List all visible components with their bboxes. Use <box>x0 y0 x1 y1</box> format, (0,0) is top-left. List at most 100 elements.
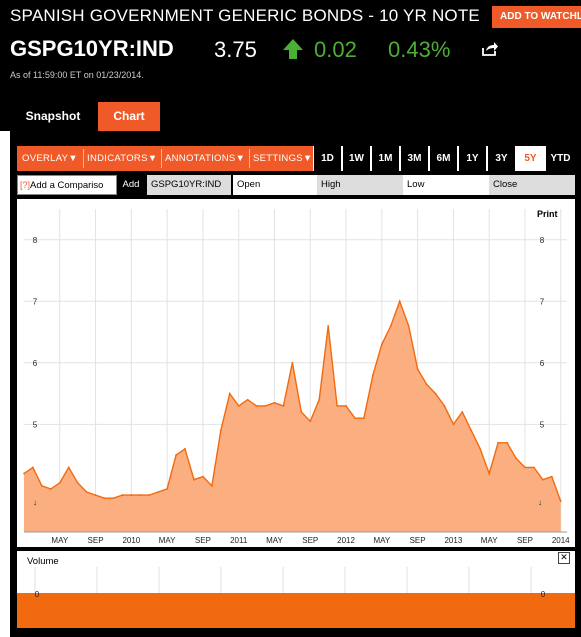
y-tick-label-right: 6 <box>540 359 545 368</box>
data-point <box>202 475 204 478</box>
x-tick-label: 2011 <box>230 536 248 545</box>
data-point <box>497 441 500 444</box>
help-icon[interactable]: [?] <box>20 180 31 190</box>
data-point <box>49 488 52 490</box>
data-point <box>318 398 321 401</box>
data-point <box>533 466 535 469</box>
data-point <box>515 457 517 460</box>
data-point <box>130 494 133 496</box>
x-tick-label: 2012 <box>337 536 355 545</box>
settings-menu[interactable]: SETTINGS▼ <box>253 146 313 171</box>
caret-down-icon: ▼ <box>147 153 158 164</box>
data-point <box>398 300 401 303</box>
overlay-menu-label: OVERLAY <box>22 153 69 164</box>
data-point <box>228 392 231 395</box>
range-5y-button[interactable]: 5Y <box>517 146 544 171</box>
x-tick-label: SEP <box>88 536 104 545</box>
y-tick-label-left: 5 <box>33 420 38 429</box>
data-point <box>58 481 61 484</box>
data-point <box>425 383 428 386</box>
tab-snapshot[interactable]: Snapshot <box>10 102 96 131</box>
last-price: 3.75 <box>214 37 257 62</box>
chart-toolbar: OVERLAY▼ INDICATORS▼ ANNOTATIONS▼ SETTIN… <box>17 146 575 171</box>
data-point <box>479 448 482 450</box>
menu-divider <box>83 149 84 168</box>
caret-down-icon: ▼ <box>68 153 78 164</box>
high-field: High <box>317 175 403 195</box>
tab-chart[interactable]: Chart <box>98 102 160 131</box>
annotations-menu-label: ANNOTATIONS <box>165 153 236 164</box>
range-1w-button[interactable]: 1W <box>343 146 370 171</box>
x-tick-label: MAY <box>481 536 498 545</box>
data-point <box>67 466 70 469</box>
dropdown-bar: OVERLAY▼ INDICATORS▼ ANNOTATIONS▼ SETTIN… <box>17 146 313 171</box>
data-point <box>193 478 195 481</box>
data-point <box>291 361 294 364</box>
volume-tick-left: 0 <box>35 590 40 599</box>
low-field: Low <box>403 175 489 195</box>
data-point <box>76 481 79 484</box>
y-tick-label-left: 8 <box>33 236 38 245</box>
ticker-symbol: GSPG10YR:IND <box>10 36 174 61</box>
data-point <box>175 454 177 456</box>
data-point <box>309 420 312 423</box>
share-icon[interactable] <box>481 41 499 57</box>
as-of-timestamp: As of 11:59:00 ET on 01/23/2014. <box>10 70 144 80</box>
y-tick-label-right: 8 <box>540 236 545 245</box>
x-tick-label: SEP <box>410 536 426 545</box>
range-3m-button[interactable]: 3M <box>401 146 428 171</box>
data-point <box>434 392 437 395</box>
data-point <box>157 491 160 493</box>
caret-down-icon: ▼ <box>302 153 313 164</box>
open-field: Open <box>233 175 317 195</box>
left-scroll-marker-icon: ↓ <box>33 498 37 507</box>
data-point <box>139 494 142 496</box>
data-point <box>103 497 106 500</box>
menu-divider <box>249 149 250 168</box>
menu-divider <box>161 149 162 168</box>
range-1d-button[interactable]: 1D <box>314 146 341 171</box>
data-point <box>506 441 508 444</box>
range-1m-button[interactable]: 1M <box>372 146 399 171</box>
close-volume-icon[interactable]: ✕ <box>558 552 570 564</box>
data-point <box>327 324 330 327</box>
y-tick-label-right: 7 <box>540 297 545 306</box>
help-icon-glyph: ? <box>22 180 28 190</box>
data-point <box>345 404 347 407</box>
symbol-chip: GSPG10YR:IND <box>147 175 231 195</box>
compare-input-placeholder: Add a Compariso <box>30 180 104 191</box>
print-link[interactable]: Print <box>537 209 558 219</box>
compare-input[interactable]: [?]Add a Compariso <box>17 175 117 195</box>
data-point <box>524 466 526 469</box>
range-1y-button[interactable]: 1Y <box>459 146 486 171</box>
data-point <box>416 368 419 370</box>
data-point <box>443 404 446 407</box>
data-point <box>407 324 410 327</box>
annotations-menu[interactable]: ANNOTATIONS▼ <box>165 146 245 171</box>
indicators-menu[interactable]: INDICATORS▼ <box>87 146 157 171</box>
overlay-menu[interactable]: OVERLAY▼ <box>22 146 78 171</box>
add-to-watchlist-button[interactable]: ADD TO WATCHLIST <box>492 6 581 28</box>
x-tick-label: SEP <box>517 536 533 545</box>
settings-menu-label: SETTINGS <box>253 153 303 164</box>
range-6m-button[interactable]: 6M <box>430 146 457 171</box>
x-tick-label: 2014 <box>552 536 570 545</box>
data-point <box>264 404 267 407</box>
add-compare-button[interactable]: Add <box>119 175 143 195</box>
volume-bar <box>17 593 575 628</box>
volume-label: Volume <box>27 556 59 567</box>
series-area <box>24 301 561 532</box>
up-arrow-icon <box>283 39 303 59</box>
x-tick-label: SEP <box>302 536 318 545</box>
close-field: Close <box>489 175 575 195</box>
y-tick-label-left: 7 <box>33 297 38 306</box>
range-ytd-button[interactable]: YTD <box>546 146 575 171</box>
data-point <box>488 472 491 475</box>
data-point <box>121 494 124 496</box>
data-point <box>210 484 213 487</box>
x-tick-label: 2010 <box>122 536 140 545</box>
data-point <box>94 494 97 496</box>
range-3y-button[interactable]: 3Y <box>488 146 515 171</box>
data-point <box>148 494 151 496</box>
